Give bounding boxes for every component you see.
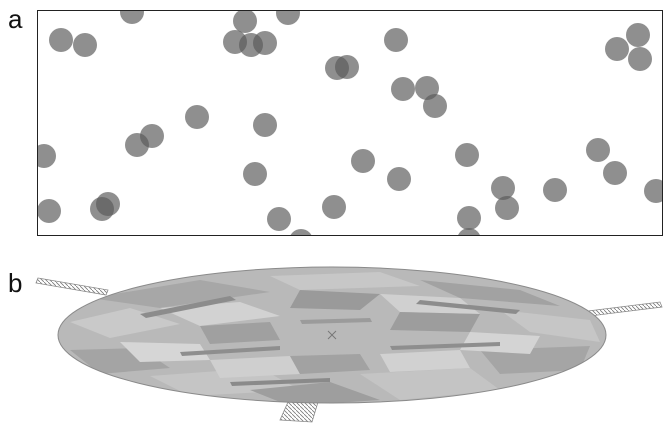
support-arm-right bbox=[587, 301, 663, 317]
particle bbox=[415, 76, 439, 100]
particle bbox=[458, 228, 480, 235]
particle bbox=[73, 33, 97, 57]
particle bbox=[384, 28, 408, 52]
particle bbox=[253, 113, 277, 137]
tiled-disk-figure bbox=[35, 266, 663, 423]
particle bbox=[38, 199, 61, 223]
particle-field bbox=[38, 11, 662, 235]
particle bbox=[603, 161, 627, 185]
particle bbox=[335, 55, 359, 79]
support-arm-bottom bbox=[279, 401, 319, 423]
disk-facets bbox=[70, 272, 600, 403]
particle bbox=[253, 31, 277, 55]
particle bbox=[185, 105, 209, 129]
particle bbox=[322, 195, 346, 219]
disk-render-panel bbox=[0, 250, 664, 428]
particle bbox=[387, 167, 411, 191]
particle bbox=[423, 94, 447, 118]
particle bbox=[290, 229, 312, 235]
particle bbox=[495, 196, 519, 220]
particle bbox=[38, 144, 56, 168]
particle bbox=[628, 47, 652, 71]
particle bbox=[351, 149, 375, 173]
particle bbox=[457, 206, 481, 230]
particle bbox=[120, 11, 144, 24]
particle bbox=[491, 176, 515, 200]
particle-snapshot-panel bbox=[37, 10, 663, 236]
disk-rim bbox=[57, 266, 607, 404]
particle bbox=[586, 138, 610, 162]
particle bbox=[644, 179, 662, 203]
particle bbox=[243, 162, 267, 186]
center-cross-marker bbox=[327, 330, 337, 340]
particle bbox=[605, 37, 629, 61]
particle bbox=[455, 143, 479, 167]
particle bbox=[125, 133, 149, 157]
panel-label-b: b bbox=[8, 268, 23, 298]
particle bbox=[391, 77, 415, 101]
panel-label-a: a bbox=[8, 4, 23, 34]
support-arm-left bbox=[35, 277, 109, 296]
particle bbox=[276, 11, 300, 25]
particle bbox=[49, 28, 73, 52]
particle bbox=[543, 178, 567, 202]
particle bbox=[626, 23, 650, 47]
particle bbox=[267, 207, 291, 231]
particle bbox=[96, 192, 120, 216]
particle bbox=[233, 11, 257, 33]
